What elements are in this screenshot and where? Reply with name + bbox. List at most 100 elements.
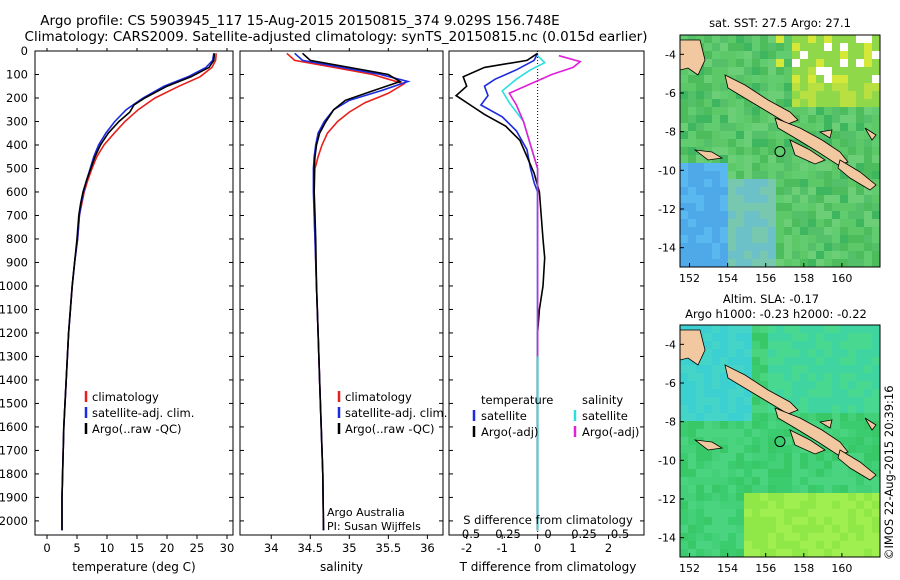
- s-tick-label: -0.25: [491, 527, 521, 541]
- map-cell: [680, 171, 689, 180]
- map-cell: [784, 333, 793, 342]
- map-cell: [704, 477, 713, 486]
- map-cell: [864, 67, 873, 76]
- map-cell: [792, 365, 801, 374]
- map-cell: [744, 211, 753, 220]
- sst-map-panel-frame: [679, 34, 881, 268]
- sla-map-title-line1: Altim. SLA: -0.17: [723, 292, 819, 306]
- y-tick-label: 100: [6, 67, 28, 81]
- map-cell: [688, 445, 697, 454]
- map-cell: [712, 99, 721, 108]
- map-cell: [832, 485, 841, 494]
- map-cell: [760, 259, 769, 267]
- map-cell: [856, 397, 865, 406]
- map-cell: [720, 91, 729, 100]
- map-cell: [832, 195, 841, 204]
- y-tick-label: 200: [6, 91, 28, 105]
- map-cell: [736, 533, 745, 542]
- map-cell: [720, 115, 729, 124]
- map-cell: [744, 139, 753, 148]
- map-cell: [736, 227, 745, 236]
- map-cell: [728, 163, 737, 172]
- y-tick-label: 1400: [0, 373, 28, 387]
- map-cell: [736, 405, 745, 414]
- map-cell: [808, 333, 817, 342]
- map-cell: [696, 429, 705, 438]
- map-cell: [752, 461, 761, 470]
- map-cell: [720, 155, 729, 164]
- map-cell: [864, 107, 873, 116]
- map-cell: [776, 517, 785, 526]
- map-cell: [792, 325, 801, 334]
- map-cell: [752, 349, 761, 358]
- map-cell: [760, 373, 769, 382]
- series-argo-raw-qc-: [301, 52, 402, 531]
- map-cell: [856, 115, 865, 124]
- map-cell: [704, 333, 713, 342]
- map-cell: [808, 43, 817, 52]
- map-cell: [744, 227, 753, 236]
- map-cell: [720, 179, 729, 188]
- map-cell: [760, 437, 769, 446]
- map-cell: [760, 139, 769, 148]
- map-cell: [728, 179, 737, 188]
- map-cell: [808, 341, 817, 350]
- map-cell: [792, 397, 801, 406]
- map-cell: [824, 171, 833, 180]
- x-tick-label: -2: [461, 541, 472, 555]
- map-cell: [704, 461, 713, 470]
- map-cell: [848, 485, 857, 494]
- map-cell: [808, 373, 817, 382]
- map-cell: [704, 501, 713, 510]
- map-cell: [832, 365, 841, 374]
- map-cell: [728, 349, 737, 358]
- map-cell: [784, 549, 793, 557]
- map-cell: [824, 525, 833, 534]
- map-cell: [696, 123, 705, 132]
- map-cell: [744, 235, 753, 244]
- map-cell: [856, 203, 865, 212]
- map-cell: [736, 549, 745, 557]
- island-shape: [724, 74, 799, 125]
- map-cell: [760, 131, 769, 140]
- map-cell: [832, 243, 841, 252]
- map-cell: [736, 115, 745, 124]
- map-cell: [824, 349, 833, 358]
- map-cell: [680, 67, 689, 76]
- x-tick-label: 5: [73, 541, 80, 555]
- map-cell: [864, 91, 873, 100]
- map-cell: [696, 485, 705, 494]
- map-cell: [832, 397, 841, 406]
- map-cell: [720, 373, 729, 382]
- map-cell: [800, 357, 809, 366]
- map-cell: [680, 115, 689, 124]
- map-cell: [696, 397, 705, 406]
- map-cell: [856, 51, 865, 60]
- map-cell: [720, 437, 729, 446]
- map-cell: [768, 349, 777, 358]
- map-cell: [776, 203, 785, 212]
- map-cell: [728, 333, 737, 342]
- map-cell: [688, 203, 697, 212]
- map-cell: [816, 51, 825, 60]
- map-cell: [784, 477, 793, 486]
- map-cell: [848, 195, 857, 204]
- map-cell: [736, 461, 745, 470]
- map-cell: [856, 341, 865, 350]
- map-cell: [840, 171, 849, 180]
- map-cell: [712, 171, 721, 180]
- map-cell: [712, 357, 721, 366]
- map-cell: [720, 429, 729, 438]
- map-cell: [784, 131, 793, 140]
- map-cell: [848, 349, 857, 358]
- map-cell: [840, 131, 849, 140]
- map-cell: [704, 195, 713, 204]
- map-cell: [800, 397, 809, 406]
- map-cell: [680, 325, 689, 334]
- map-cell: [848, 59, 857, 68]
- map-cell: [704, 373, 713, 382]
- map-cell: [824, 517, 833, 526]
- map-cell: [768, 147, 777, 156]
- map-cell: [832, 107, 841, 116]
